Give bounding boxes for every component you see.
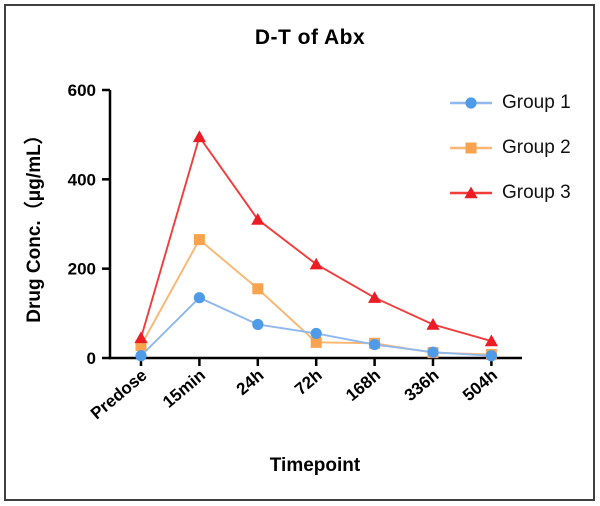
triangle-marker-group-3 xyxy=(484,334,498,347)
y-axis-title: Drug Conc.（μg/mL） xyxy=(22,125,45,322)
chart-title: D-T of Abx xyxy=(254,26,366,49)
triangle-marker-group-3 xyxy=(309,257,323,270)
legend-item-group-1: Group 1 xyxy=(449,90,571,116)
circle-marker-group-1 xyxy=(310,327,322,340)
triangle-marker-group-3 xyxy=(426,318,440,330)
legend-label: Group 3 xyxy=(502,182,571,203)
legend-label: Group 2 xyxy=(502,137,571,158)
x-tick-label: 168h xyxy=(342,366,384,405)
circle-marker-group-1 xyxy=(369,339,381,351)
triangle-marker-group-3 xyxy=(192,130,206,143)
legend-item-group-3: Group 3 xyxy=(449,180,571,206)
square-marker-group-2 xyxy=(252,283,264,295)
square-marker-group-2 xyxy=(193,234,205,246)
triangle-marker-group-3 xyxy=(134,331,148,344)
triangle-marker-group-3 xyxy=(251,213,265,225)
circle-marker-group-1 xyxy=(427,346,439,358)
circle-marker-group-1 xyxy=(485,350,497,362)
y-tick-label: 0 xyxy=(87,349,96,368)
circle-icon xyxy=(465,97,477,109)
square-icon xyxy=(465,142,477,154)
x-tick-label: 504h xyxy=(459,366,501,405)
x-tick-label: Predose xyxy=(87,366,151,424)
legend-item-group-2: Group 2 xyxy=(449,135,571,161)
square-marker-group-2 xyxy=(310,336,322,348)
circle-marker-group-1 xyxy=(135,350,147,362)
y-tick-label: 400 xyxy=(68,170,96,189)
triangle-marker-icon xyxy=(450,186,492,199)
x-tick-label: 336h xyxy=(401,366,443,405)
legend-label: Group 1 xyxy=(502,92,571,113)
triangle-marker-group-3 xyxy=(368,291,382,303)
triangle-icon xyxy=(464,186,478,199)
series-line-group-3 xyxy=(140,134,492,342)
legend: Group 1 Group 2 Group 3 xyxy=(449,90,571,225)
x-tick-label: 24h xyxy=(233,366,268,399)
circle-marker-group-1 xyxy=(193,292,205,304)
y-tick-label: 600 xyxy=(68,81,96,100)
x-axis-title: Timepoint xyxy=(270,455,361,476)
square-marker-group-2 xyxy=(135,339,147,351)
x-tick-label: 15min xyxy=(159,366,209,412)
square-marker-icon xyxy=(450,142,492,154)
circle-marker-icon xyxy=(450,97,492,109)
y-tick-label: 200 xyxy=(68,260,96,279)
x-tick-label: 72h xyxy=(291,366,326,399)
circle-marker-group-1 xyxy=(252,318,264,331)
